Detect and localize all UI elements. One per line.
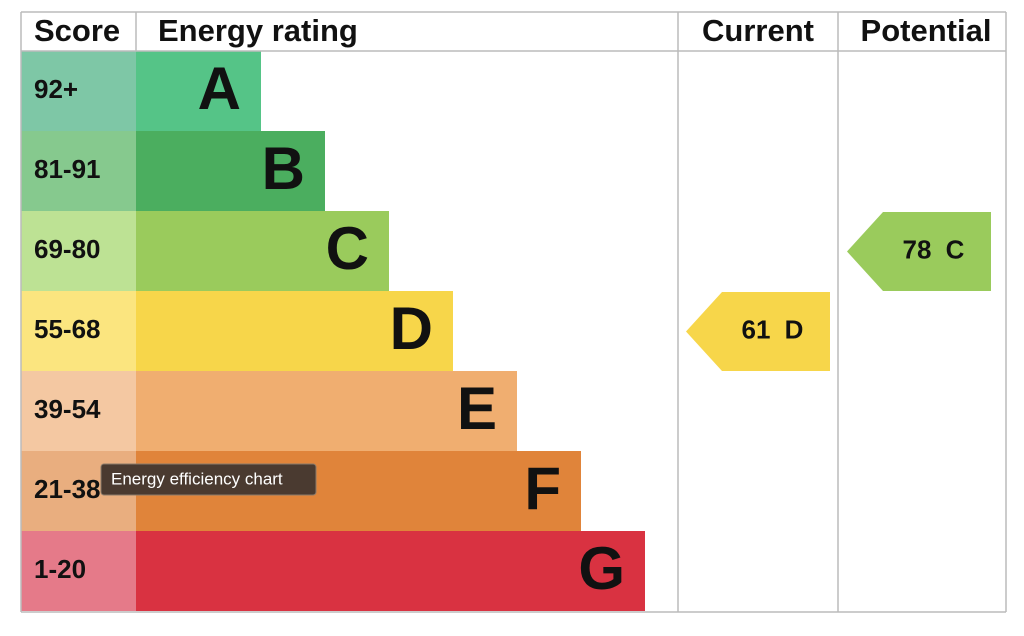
- score-cell: [21, 531, 136, 611]
- score-cell: [21, 291, 136, 371]
- score-label: 69-80: [34, 234, 101, 264]
- rating-letter: D: [390, 295, 433, 362]
- tooltip-box: [100, 463, 317, 496]
- score-cell: [21, 51, 136, 131]
- rating-letter: C: [326, 215, 369, 282]
- rating-letter: A: [198, 55, 241, 122]
- rating-letter: F: [524, 455, 561, 522]
- score-cell: [21, 131, 136, 211]
- rating-bar: [136, 371, 517, 451]
- score-label: 81-91: [34, 154, 101, 184]
- rating-bar: [136, 211, 389, 291]
- score-label: 55-68: [34, 314, 101, 344]
- score-label: 39-54: [34, 394, 101, 424]
- tooltip: Energy efficiency chart: [100, 463, 317, 496]
- rating-letter: G: [578, 535, 625, 602]
- current-letter: D: [785, 314, 804, 344]
- header-score: Score: [34, 13, 120, 48]
- rating-bar: [136, 291, 453, 371]
- potential-arrow: [847, 212, 991, 291]
- header-potential: Potential: [861, 13, 992, 48]
- current-value: 61: [742, 314, 771, 344]
- tooltip-text: Energy efficiency chart: [111, 469, 283, 488]
- rating-bar: [136, 531, 645, 611]
- rating-letter: E: [457, 375, 497, 442]
- rating-bar: [136, 131, 325, 211]
- header-current: Current: [702, 13, 814, 48]
- score-cell: [21, 371, 136, 451]
- score-label: 92+: [34, 74, 78, 104]
- current-arrow: [686, 292, 830, 371]
- score-cell: [21, 211, 136, 291]
- potential-letter: C: [946, 234, 965, 264]
- score-label: 21-38: [34, 474, 101, 504]
- rating-letter: B: [262, 135, 305, 202]
- potential-value: 78: [903, 234, 932, 264]
- header-rating: Energy rating: [158, 13, 358, 48]
- rating-bar: [136, 51, 261, 131]
- score-label: 1-20: [34, 554, 86, 584]
